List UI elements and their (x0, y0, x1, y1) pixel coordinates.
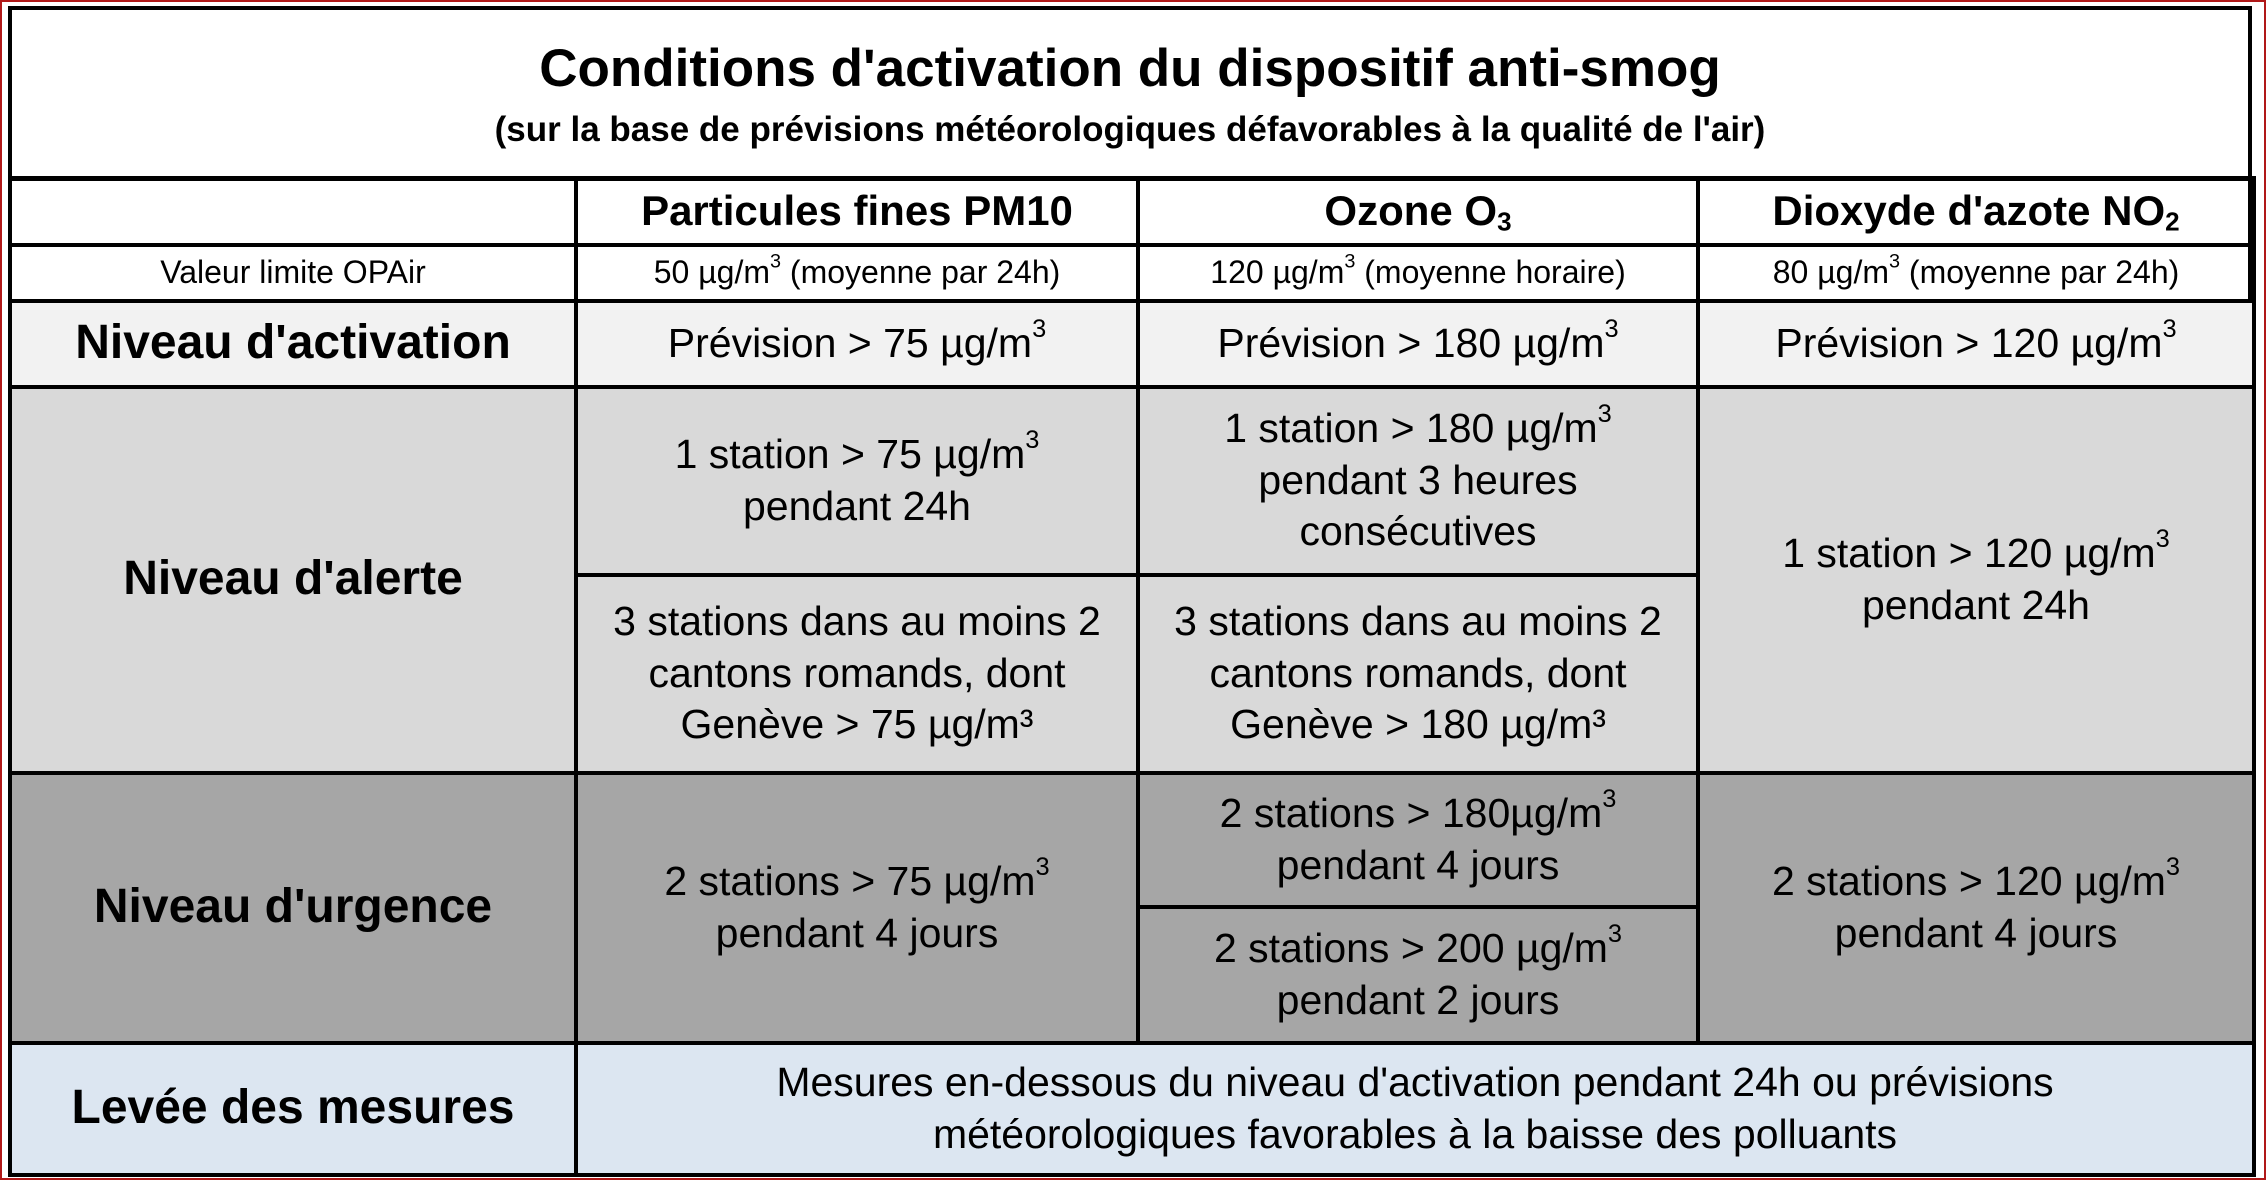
conditions-grid: Particules fines PM10 Ozone O3 Dioxyde d… (8, 176, 2256, 1177)
title-block: Conditions d'activation du dispositif an… (12, 10, 2248, 176)
urgency-row-a: Niveau d'urgence 2 stations > 75 µg/m3 p… (8, 770, 2256, 1045)
activation-no2: Prévision > 120 µg/m3 (1696, 298, 2256, 389)
alert-o3-three-stations: 3 stations dans au moins 2 cantons roman… (1136, 572, 1700, 775)
alert-row-b: 3 stations dans au moins 2 cantons roman… (10, 572, 2254, 775)
limit-row: Valeur limite OPAir 50 µg/m3 (moyenne pa… (8, 242, 2256, 303)
limit-o3: 120 µg/m3 (moyenne horaire) (1136, 242, 1700, 303)
alert-label: Niveau d'alerte (8, 384, 578, 775)
lifting-label: Levée des mesures (8, 1040, 578, 1177)
urgency-no2: 2 stations > 120 µg/m3 pendant 4 jours (1696, 770, 2256, 1045)
urgency-o3-200: 2 stations > 200 µg/m3 pendant 2 jours (1136, 904, 1700, 1045)
alert-row-a: Niveau d'alerte 1 station > 75 µg/m3 pen… (8, 384, 2256, 775)
limit-pm10: 50 µg/m3 (moyenne par 24h) (574, 242, 1140, 303)
limit-row-label: Valeur limite OPAir (8, 242, 578, 303)
alert-no2: 1 station > 120 µg/m3 pendant 24h (1696, 384, 2256, 775)
alert-pm10-single-station: 1 station > 75 µg/m3 pendant 24h (574, 384, 1140, 577)
activation-o3: Prévision > 180 µg/m3 (1136, 298, 1700, 389)
header-row: Particules fines PM10 Ozone O3 Dioxyde d… (8, 176, 2256, 247)
smog-conditions-table: Conditions d'activation du dispositif an… (8, 6, 2256, 1177)
header-empty-cell (8, 176, 578, 247)
urgency-o3-180: 2 stations > 180µg/m3 pendant 4 jours (1136, 770, 1700, 909)
urgency-row-b: 2 stations > 200 µg/m3 pendant 2 jours (10, 904, 2254, 1045)
alert-pm10-three-stations: 3 stations dans au moins 2 cantons roman… (574, 572, 1140, 775)
urgency-label: Niveau d'urgence (8, 770, 578, 1045)
page-subtitle: (sur la base de prévisions météorologiqu… (494, 110, 1766, 149)
lifting-row: Levée des mesures Mesures en-dessous du … (8, 1040, 2256, 1177)
activation-label: Niveau d'activation (8, 298, 578, 389)
page-title: Conditions d'activation du dispositif an… (539, 39, 1721, 98)
column-header-pm10: Particules fines PM10 (574, 176, 1140, 247)
lifting-conditions: Mesures en-dessous du niveau d'activatio… (574, 1040, 2256, 1177)
activation-pm10: Prévision > 75 µg/m3 (574, 298, 1140, 389)
activation-row: Niveau d'activation Prévision > 75 µg/m3… (8, 298, 2256, 389)
urgency-pm10: 2 stations > 75 µg/m3 pendant 4 jours (574, 770, 1140, 1045)
alert-o3-single-station: 1 station > 180 µg/m3 pendant 3 heures c… (1136, 384, 1700, 577)
column-header-o3: Ozone O3 (1136, 176, 1700, 247)
limit-no2: 80 µg/m3 (moyenne par 24h) (1696, 242, 2256, 303)
column-header-no2: Dioxyde d'azote NO2 (1696, 176, 2256, 247)
